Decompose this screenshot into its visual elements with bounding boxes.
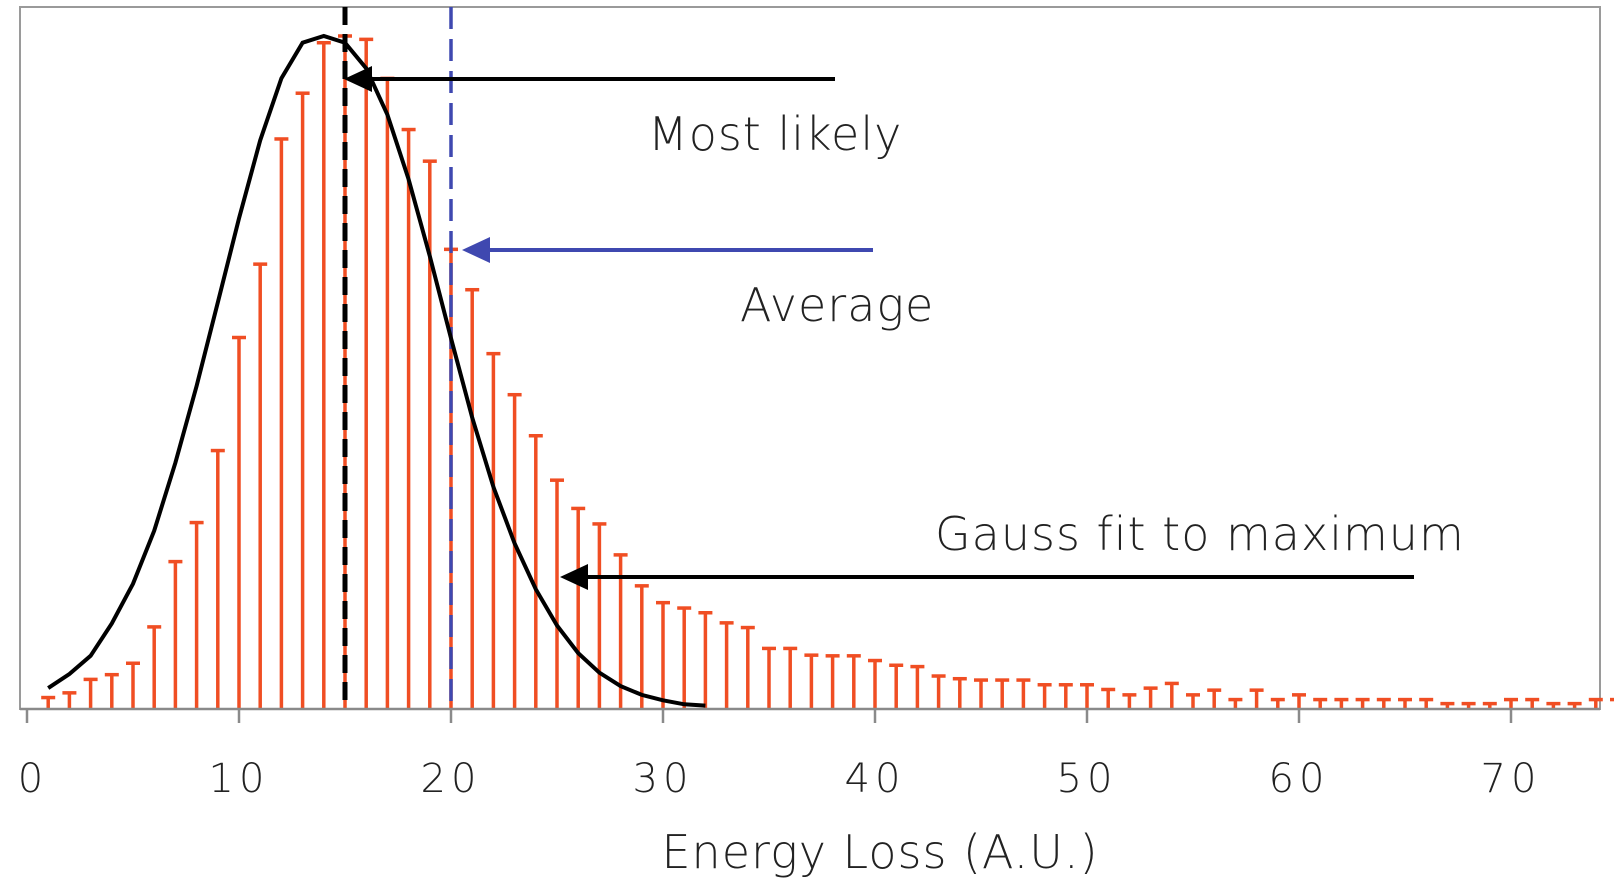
x-tick-label: 20 (421, 756, 482, 802)
x-axis-ticks (25, 709, 1513, 723)
annotation-gauss-fit: Gauss fit to maximum (560, 507, 1465, 590)
stem-bar (1101, 687, 1116, 709)
most-likely-label: Most likely (648, 107, 902, 161)
stem-bar (634, 584, 649, 709)
stem-bar (698, 611, 713, 709)
stem-bar (1588, 697, 1603, 709)
stem-bar (147, 625, 162, 709)
stem-bar (995, 678, 1010, 709)
stem-bar (1610, 697, 1614, 702)
stem-bar (528, 434, 543, 709)
stem-bar (613, 553, 628, 709)
stem-bar (550, 478, 564, 709)
stem-bar (1037, 683, 1052, 709)
stem-bar (253, 262, 268, 709)
stem-bar (1249, 688, 1264, 709)
x-tick-label: 10 (209, 756, 270, 802)
stem-bar (1355, 697, 1370, 709)
stem-bar (1398, 697, 1412, 709)
annotation-average: Average (462, 237, 934, 332)
average-label: Average (740, 278, 934, 332)
stem-bar (210, 448, 225, 709)
gauss-fit-label: Gauss fit to maximum (935, 507, 1465, 561)
x-axis-tick-labels: 0 10 20 30 40 50 60 70 (18, 756, 1542, 802)
stem-bar (910, 664, 925, 709)
stem-bar (359, 37, 374, 709)
stem-bar (952, 676, 967, 709)
stem-bar (62, 691, 77, 709)
stem-bar (1080, 683, 1094, 709)
stem-bar (126, 661, 140, 709)
stem-bar (846, 654, 861, 709)
x-tick-label: 60 (1269, 756, 1330, 802)
reference-lines (342, 7, 453, 709)
stem-bar (931, 674, 946, 709)
x-tick-label: 70 (1481, 756, 1542, 802)
stem-bar (825, 654, 840, 709)
plot-frame (19, 6, 1601, 710)
stem-bar (1186, 693, 1200, 709)
x-tick-label: 50 (1057, 756, 1118, 802)
annotation-most-likely: Most likely (344, 66, 902, 161)
stem-bar (1228, 697, 1243, 709)
stem-bar (1016, 678, 1031, 709)
stem-bar (465, 287, 480, 709)
gauss-fit-curve (47, 33, 706, 708)
stem-bar (401, 127, 416, 709)
stem-bar (316, 40, 331, 709)
stem-bar (274, 137, 289, 709)
stem-bar (1122, 693, 1137, 709)
stem-bar (1207, 688, 1222, 709)
stem-bar (507, 392, 522, 709)
stem-bar (868, 658, 882, 709)
stem-bar (1270, 697, 1285, 709)
stem-bar (232, 335, 246, 709)
stem-bar (1058, 683, 1073, 709)
most-likely-arrowhead (344, 66, 372, 92)
stem-bar (889, 663, 904, 709)
stem-bar (1313, 697, 1328, 709)
stem-bar (740, 625, 755, 709)
stem-bar (41, 695, 56, 709)
stem-bar (1164, 681, 1179, 709)
stem-bar (1419, 697, 1434, 709)
stem-bar (762, 646, 776, 709)
stem-series (41, 34, 1614, 709)
stem-bar (1525, 697, 1540, 709)
average-arrowhead (462, 237, 490, 263)
x-tick-label: 30 (633, 756, 694, 802)
stem-bar (1376, 697, 1391, 709)
stem-bar (783, 646, 798, 709)
x-tick-label: 40 (845, 756, 906, 802)
x-axis-title: Energy Loss (A.U.) (661, 825, 1098, 879)
stem-bar (168, 559, 183, 709)
stem-bar (1292, 693, 1306, 709)
stem-bar (83, 677, 98, 709)
stem-bar (1334, 697, 1349, 709)
stem-bar (592, 522, 607, 709)
stem-bar (677, 606, 692, 709)
stem-bar (719, 621, 734, 709)
stem-bar (571, 506, 586, 709)
stem-bar (974, 678, 988, 709)
stem-bar (104, 672, 119, 709)
stem-bar (295, 91, 310, 709)
x-tick-label: 0 (18, 756, 48, 802)
stem-bar (486, 351, 501, 709)
stem-bar (1504, 697, 1518, 709)
stem-bar (189, 520, 204, 709)
stem-bar (656, 600, 670, 709)
stem-bar (804, 653, 819, 709)
stem-bar (1143, 686, 1158, 709)
gauss-fit-arrowhead (560, 564, 588, 590)
